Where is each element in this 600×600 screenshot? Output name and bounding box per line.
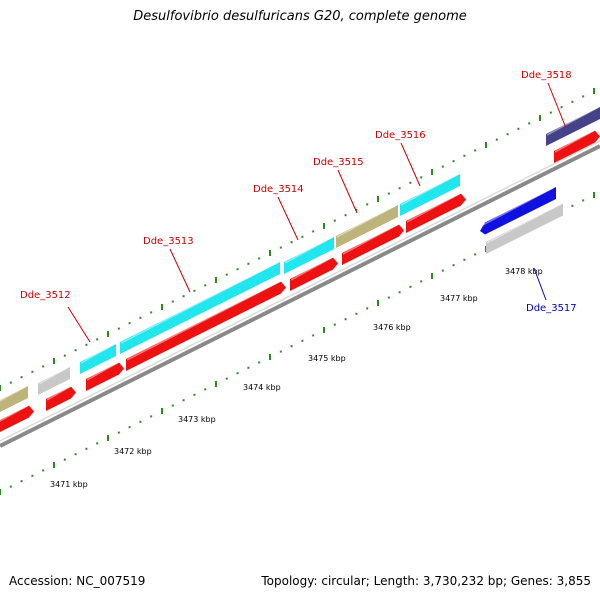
topology-text: Topology: circular; Length: 3,730,232 bp…	[261, 574, 591, 588]
leader-dde_3518	[547, 82, 567, 129]
cds-3513-shine	[126, 279, 284, 361]
map-title: Desulfovibrio desulfuricans G20, complet…	[133, 9, 467, 24]
feature-olive-left	[0, 386, 28, 412]
cds-3518-shine	[554, 128, 598, 153]
cds-3514-body	[290, 257, 338, 291]
leader-dde_3512	[67, 306, 91, 343]
gene-label-dde_3516: Dde_3516	[375, 130, 426, 141]
cds-3517-body	[480, 187, 556, 235]
cds-left-2-body	[46, 386, 76, 411]
leader-lines	[67, 82, 567, 343]
leader-dde_3517	[533, 267, 547, 301]
leader-dde_3513	[169, 248, 191, 293]
feature-layer	[0, 107, 600, 432]
cds-left-2	[46, 384, 76, 411]
cds-3512-body	[86, 362, 124, 391]
feature-cyan-3513-body	[120, 262, 280, 354]
cds-3516-shine	[406, 191, 464, 223]
feature-cyan-3512-shine	[80, 344, 114, 364]
scale-label: 3474 kbp	[243, 383, 281, 392]
feature-olive-left-shine	[0, 386, 26, 402]
scale-label: 3473 kbp	[178, 415, 216, 424]
scale-label: 3475 kbp	[308, 354, 346, 363]
feature-navy-3518-shine	[546, 107, 598, 136]
backbone-highlight	[0, 140, 600, 442]
leader-dde_3514	[277, 196, 299, 241]
cds-left-1	[0, 403, 34, 432]
feature-cyan-3516-body	[400, 174, 460, 216]
feature-grey-left-body	[38, 367, 70, 395]
feature-olive-3515-shine	[336, 205, 396, 238]
feature-navy-3518	[546, 107, 600, 146]
cds-3513-body	[126, 281, 286, 371]
feature-grey-left	[38, 367, 70, 395]
feature-olive-3515-body	[336, 205, 398, 248]
cds-3515-shine	[342, 222, 402, 255]
feature-cyan-3516-shine	[400, 174, 458, 206]
feature-grey-3517-body	[486, 203, 563, 254]
cds-left-2-shine	[46, 384, 74, 401]
cds-3516-body	[406, 193, 466, 233]
cds-3512	[86, 360, 124, 391]
feature-olive-left-body	[0, 386, 28, 412]
cds-left-1-shine	[0, 403, 32, 422]
feature-grey-3517	[486, 203, 563, 254]
feature-cyan-3513-shine	[120, 262, 278, 344]
feature-cyan-3513	[120, 262, 280, 354]
feature-cyan-3514-body	[284, 237, 334, 274]
feature-olive-3515	[336, 205, 398, 248]
cds-3516	[406, 191, 466, 233]
scale-labels: 3471 kbp 3472 kbp 3473 kbp 3474 kbp 3475 kbp…	[50, 267, 543, 489]
feature-cyan-3514-shine	[284, 237, 332, 264]
feature-cyan-3512	[80, 344, 116, 374]
cds-3513	[126, 279, 286, 371]
cds-3518-body	[554, 130, 600, 163]
gene-label-dde_3518: Dde_3518	[521, 70, 572, 81]
scale-label: 3476 kbp	[373, 323, 411, 332]
gene-label-dde_3512: Dde_3512	[20, 290, 71, 301]
backbone-line	[0, 144, 600, 448]
feature-grey-left-shine	[38, 367, 68, 385]
gene-label-dde_3514: Dde_3514	[253, 184, 304, 195]
backbone	[0, 140, 600, 448]
feature-grey-3517-shine	[486, 203, 561, 244]
gene-labels: Dde_3512 Dde_3513 Dde_3514 Dde_3515 Dde_3516…	[20, 70, 577, 314]
cds-3512-shine	[86, 360, 122, 381]
cds-3514-shine	[290, 255, 336, 281]
cds-3515-body	[342, 224, 404, 265]
cds-3518	[554, 128, 600, 163]
feature-cyan-3516	[400, 174, 460, 216]
accession-text: Accession: NC_007519	[9, 574, 146, 588]
cds-left-1-body	[0, 405, 34, 432]
leader-dde_3516	[400, 142, 421, 187]
tick-rows	[0, 88, 595, 495]
cds-3514	[290, 255, 338, 291]
gene-label-dde_3515: Dde_3515	[313, 157, 364, 168]
leader-dde_3515	[337, 169, 358, 214]
cds-3517-shine	[480, 187, 554, 227]
scale-label: 3471 kbp	[50, 480, 88, 489]
cds-3515	[342, 222, 404, 265]
gene-label-dde_3517: Dde_3517	[526, 303, 577, 314]
scale-label: 3477 kbp	[440, 294, 478, 303]
scale-label: 3478 kbp	[505, 267, 543, 276]
feature-navy-3518-body	[546, 107, 600, 146]
cds-3517	[480, 187, 556, 235]
feature-cyan-3514	[284, 237, 334, 274]
scale-label: 3472 kbp	[114, 447, 152, 456]
feature-cyan-3512-body	[80, 344, 116, 374]
gene-label-dde_3513: Dde_3513	[143, 236, 194, 247]
